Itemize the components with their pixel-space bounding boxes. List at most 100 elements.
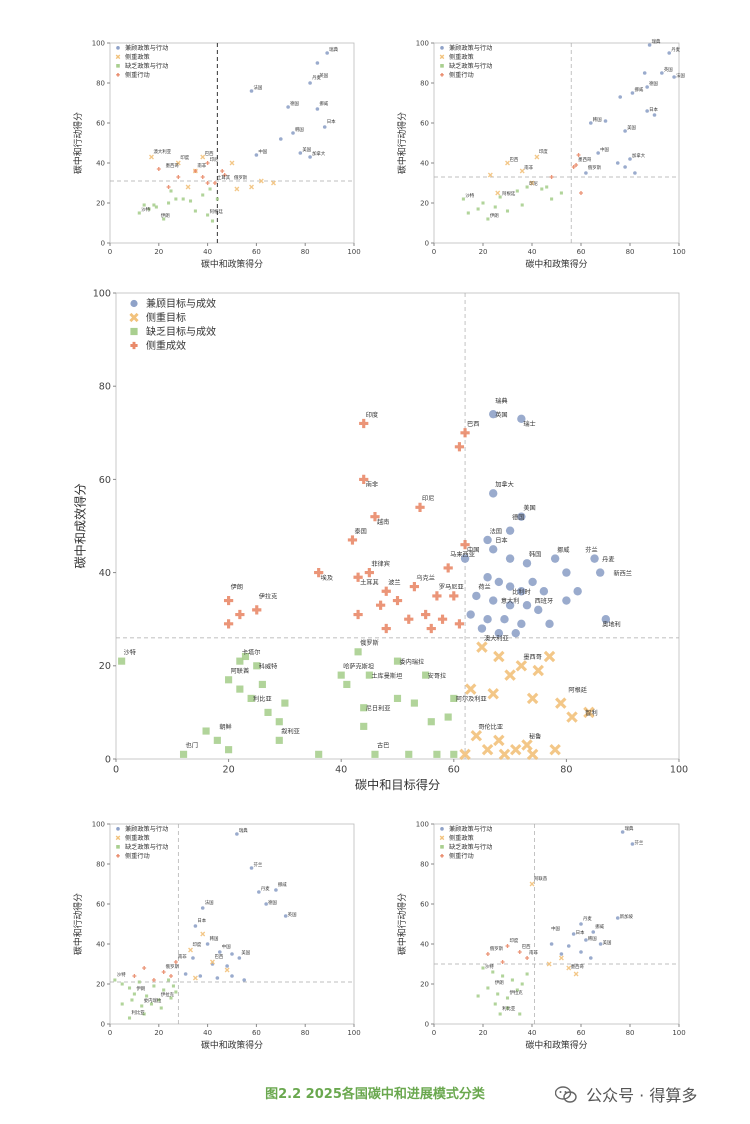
y-tick-label: 40 xyxy=(99,568,111,579)
point-label: 加拿大 xyxy=(632,152,646,159)
point-label: 巴西 xyxy=(522,944,531,950)
x-tick-label: 80 xyxy=(301,248,310,256)
point-label: 瑞典 xyxy=(625,825,634,832)
y-tick-label: 20 xyxy=(96,980,105,988)
point-label: 南非 xyxy=(529,949,538,956)
data-point xyxy=(470,729,483,742)
data-point xyxy=(642,71,647,75)
x-tick-label: 40 xyxy=(528,1029,537,1037)
data-point xyxy=(517,414,526,424)
data-point xyxy=(505,944,510,948)
point-label: 波兰 xyxy=(388,579,400,587)
data-point xyxy=(215,976,220,980)
data-point xyxy=(137,211,141,215)
data-point xyxy=(241,652,250,661)
data-point xyxy=(149,154,154,160)
legend-marker xyxy=(130,327,138,336)
data-point xyxy=(315,107,320,111)
data-point xyxy=(515,660,528,672)
data-point xyxy=(489,409,498,419)
data-point xyxy=(325,51,329,55)
point-label: 挪威 xyxy=(595,923,604,930)
x-tick-label: 60 xyxy=(577,248,586,256)
y-tick-label: 40 xyxy=(96,940,105,948)
legend-marker xyxy=(440,64,444,68)
data-point xyxy=(174,990,178,994)
y-tick-label: 20 xyxy=(96,199,105,207)
x-tick-label: 80 xyxy=(560,765,572,776)
point-label: 利比亚 xyxy=(502,1005,516,1012)
legend-label: 侧重行动 xyxy=(125,71,150,79)
legend-marker xyxy=(439,54,445,60)
data-point xyxy=(520,203,524,207)
data-point xyxy=(493,650,505,663)
legend-label: 侧重政策 xyxy=(125,834,150,842)
y-tick-label: 60 xyxy=(96,900,105,908)
data-point xyxy=(495,190,501,196)
data-point xyxy=(162,217,166,221)
y-tick-label: 20 xyxy=(99,661,111,672)
y-tick-label: 80 xyxy=(420,79,429,87)
legend-marker xyxy=(440,845,444,849)
data-point xyxy=(464,683,477,695)
data-point xyxy=(590,554,599,563)
data-point xyxy=(205,942,210,946)
data-point xyxy=(584,171,588,175)
data-point xyxy=(360,704,368,712)
data-point xyxy=(315,61,320,65)
point-label: 韩国 xyxy=(529,551,541,559)
data-point xyxy=(539,587,549,596)
data-point xyxy=(147,207,151,211)
x-tick-label: 80 xyxy=(626,1029,635,1037)
legend-label: 侧重目标 xyxy=(146,311,186,324)
data-point xyxy=(142,1012,146,1016)
data-point xyxy=(421,609,431,620)
data-point xyxy=(157,998,161,1002)
point-label: 印尼 xyxy=(422,496,434,503)
point-label: 沙特 xyxy=(124,648,136,656)
data-point xyxy=(201,193,205,197)
data-point xyxy=(628,157,632,161)
x-tick-label: 100 xyxy=(672,1029,685,1037)
point-label: 中国 xyxy=(222,943,231,950)
point-label: 秘鲁 xyxy=(529,732,541,740)
point-label: 阿根廷 xyxy=(502,190,516,197)
x-tick-label: 0 xyxy=(108,1029,112,1037)
point-label: 伊拉克 xyxy=(161,991,175,998)
point-label: 科威特 xyxy=(259,662,278,670)
point-label: 泰国 xyxy=(354,527,366,535)
data-point xyxy=(505,160,510,166)
point-label: 朝鲜 xyxy=(219,723,231,731)
data-point xyxy=(505,554,515,563)
point-label: 印度 xyxy=(510,937,519,944)
data-point xyxy=(573,971,579,977)
data-point xyxy=(652,113,657,117)
data-point xyxy=(483,535,492,545)
point-label: 南非 xyxy=(178,953,187,960)
point-label: 印度 xyxy=(193,941,202,948)
data-point xyxy=(540,187,544,191)
data-point xyxy=(404,614,414,624)
y-tick-label: 0 xyxy=(425,239,429,247)
data-point xyxy=(623,165,627,169)
data-point xyxy=(235,832,239,836)
data-point xyxy=(392,595,403,606)
data-point xyxy=(171,984,175,988)
point-label: 西班牙 xyxy=(535,597,554,605)
data-point xyxy=(494,628,504,638)
point-label: 巴西 xyxy=(205,151,214,157)
legend-marker xyxy=(129,312,139,323)
data-point xyxy=(493,1002,497,1006)
y-tick-label: 80 xyxy=(96,860,105,868)
data-point xyxy=(166,185,171,189)
data-point xyxy=(595,568,605,577)
data-point xyxy=(549,175,554,179)
data-point xyxy=(120,982,124,986)
point-label: 委内瑞拉 xyxy=(144,997,162,1004)
data-point xyxy=(200,931,206,937)
data-point xyxy=(519,168,525,174)
x-tick-label: 20 xyxy=(154,248,163,256)
data-point xyxy=(236,685,244,693)
data-point xyxy=(220,169,225,173)
point-label: 也门 xyxy=(186,742,198,750)
